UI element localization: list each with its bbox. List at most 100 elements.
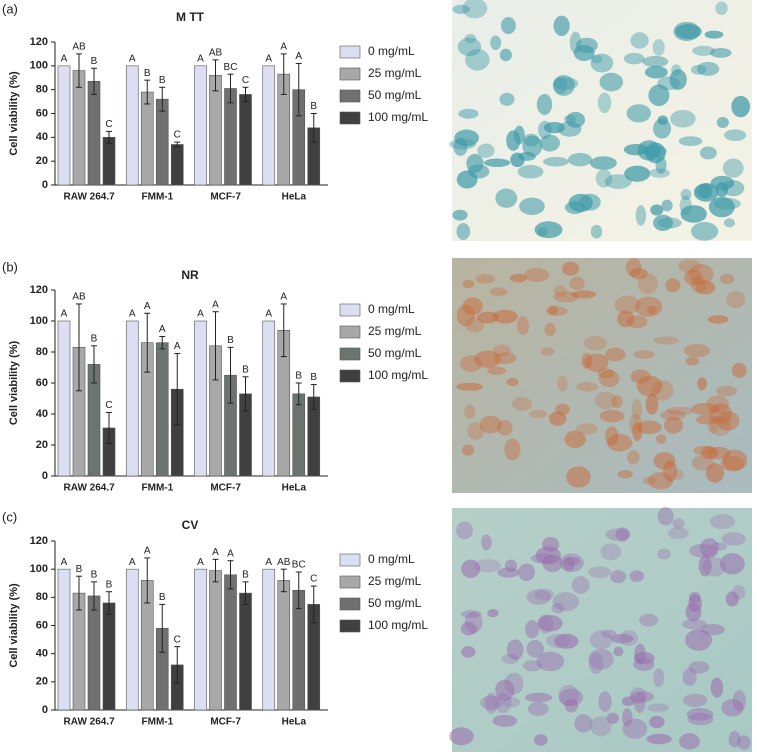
- cell: [497, 567, 520, 578]
- cell: [449, 727, 474, 746]
- cell: [665, 278, 681, 293]
- significance-letter: C: [174, 130, 181, 141]
- error-bar: [212, 558, 219, 583]
- cell: [688, 594, 702, 613]
- cell: [495, 188, 518, 208]
- cell: [636, 375, 663, 397]
- cell: [462, 279, 475, 289]
- cell: [682, 693, 708, 707]
- cell: [698, 183, 713, 199]
- x-tick-label: MCF-7: [210, 483, 241, 494]
- cell: [696, 61, 720, 76]
- cell: [631, 398, 643, 421]
- cell: [563, 556, 580, 566]
- x-tick-label: FMM-1: [142, 717, 174, 728]
- bar: [194, 65, 207, 186]
- cell: [715, 1, 728, 16]
- error-bar: [227, 73, 234, 104]
- cell: [657, 507, 674, 526]
- significance-letter: B: [310, 372, 317, 383]
- cell: [687, 712, 714, 726]
- cell: [480, 695, 503, 710]
- cell: [709, 47, 732, 58]
- error-bar: [295, 382, 302, 406]
- cell: [660, 409, 686, 421]
- error-bar: [227, 560, 234, 590]
- significance-letter: B: [242, 569, 249, 580]
- significance-letter: B: [91, 333, 98, 344]
- cell: [679, 733, 700, 750]
- cell: [680, 188, 692, 201]
- cell: [649, 168, 670, 178]
- y-tick-label: 40: [36, 131, 48, 143]
- cell: [722, 158, 744, 178]
- y-tick-label: 60: [36, 107, 48, 119]
- cell: [621, 696, 636, 707]
- cell: [528, 409, 548, 418]
- cell: [693, 445, 715, 456]
- legend-label: 25 mg/mL: [368, 574, 422, 588]
- error-bar: [144, 312, 151, 373]
- cell: [648, 84, 670, 107]
- cell: [499, 48, 512, 62]
- cell: [597, 368, 615, 379]
- cell: [653, 118, 672, 139]
- cell: [644, 65, 668, 79]
- cell: [650, 204, 664, 216]
- cell: [492, 714, 518, 727]
- cell: [696, 377, 708, 391]
- cell: [504, 438, 521, 461]
- cell: [682, 668, 697, 686]
- bar: [209, 570, 222, 711]
- cell: [705, 463, 725, 483]
- significance-letter: A: [129, 53, 136, 64]
- cell: [622, 708, 633, 727]
- legend-swatch: [339, 347, 361, 361]
- cell: [457, 37, 482, 57]
- bar: [155, 98, 169, 186]
- y-tick-label: 100: [30, 563, 48, 575]
- cell: [506, 639, 524, 661]
- bar: [125, 65, 139, 186]
- y-tick-label: 20: [36, 439, 48, 451]
- cell: [691, 402, 719, 416]
- significance-letter: A: [197, 309, 204, 320]
- cell: [553, 285, 567, 297]
- cell: [700, 623, 725, 636]
- cell: [686, 708, 714, 721]
- cell: [655, 434, 667, 444]
- cell: [629, 413, 643, 435]
- significance-letter: B: [227, 335, 234, 346]
- y-tick-label: 0: [42, 704, 48, 716]
- cell: [467, 164, 490, 179]
- cell: [647, 703, 670, 712]
- cell: [716, 411, 740, 431]
- cell: [576, 382, 599, 392]
- cell: [700, 446, 719, 460]
- legend-label: 25 mg/mL: [368, 66, 422, 80]
- cell: [633, 692, 646, 714]
- y-tick-label: 40: [36, 648, 48, 660]
- y-tick-label: 60: [36, 377, 48, 389]
- significance-letter: AB: [277, 557, 291, 568]
- legend-label: 50 mg/mL: [368, 346, 422, 360]
- cell: [525, 692, 553, 703]
- legend-label: 100 mg/mL: [368, 368, 428, 382]
- cell: [653, 668, 665, 688]
- cell: [458, 108, 479, 119]
- cell: [615, 527, 630, 542]
- cell: [688, 661, 710, 674]
- cell: [626, 104, 652, 123]
- cell: [460, 610, 482, 619]
- bar: [87, 595, 101, 711]
- y-tick-label: 120: [30, 284, 48, 296]
- cell: [633, 350, 655, 359]
- significance-letter: B: [91, 56, 98, 67]
- cell: [657, 548, 671, 560]
- cell: [589, 630, 613, 650]
- legend-label: 100 mg/mL: [368, 618, 428, 632]
- x-tick-label: RAW 264.7: [64, 192, 116, 203]
- cell: [652, 39, 665, 56]
- cell: [653, 214, 673, 232]
- cell: [465, 48, 490, 71]
